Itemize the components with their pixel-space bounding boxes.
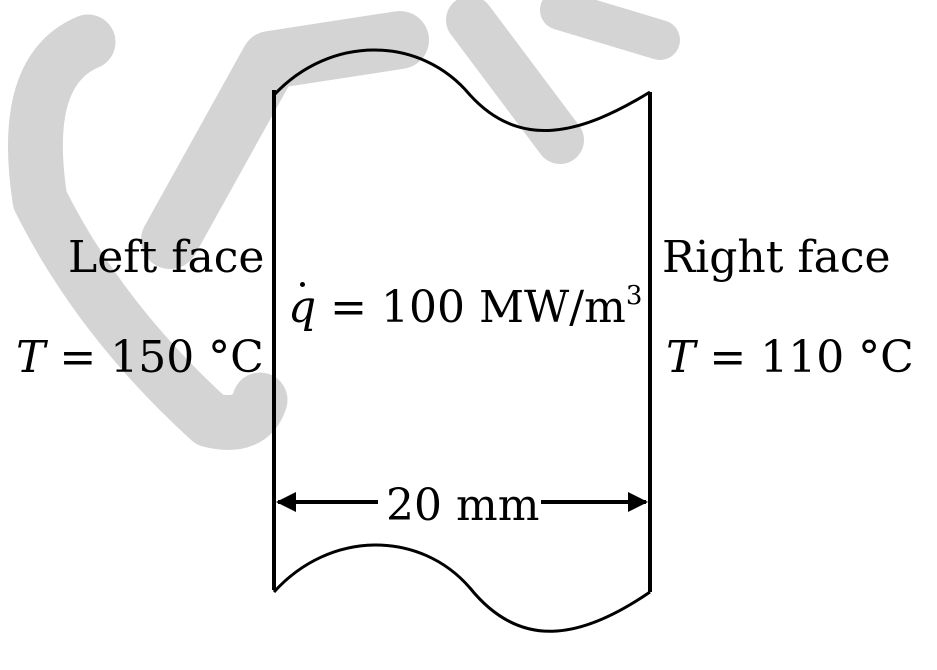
- watermark-a-right-stroke: [446, 0, 584, 164]
- heat-generation-exponent: 3: [625, 281, 643, 311]
- watermark-logo: [7, 0, 680, 450]
- right-face-title: Right face: [662, 232, 891, 283]
- left-face-title: Left face: [68, 232, 265, 283]
- heat-generation-expression: = 100 MW/m: [316, 282, 626, 333]
- bottom-break-line: [272, 543, 651, 633]
- watermark-e-stroke: [540, 0, 680, 60]
- left-face-temperature: T = 150 °C: [16, 336, 264, 380]
- watermark-g-stroke: [7, 14, 288, 450]
- right-face-temperature: T = 110 °C: [666, 336, 914, 380]
- right-temp-value: = 110 °C: [695, 332, 914, 383]
- top-break-line: [272, 48, 651, 133]
- heat-generation-symbol: q: [288, 282, 317, 333]
- left-temp-symbol: T: [16, 332, 46, 383]
- heat-generation-label: q = 100 MW/m3: [288, 282, 642, 333]
- dimension-arrowhead-left: [276, 492, 296, 512]
- right-temp-symbol: T: [666, 332, 696, 383]
- dimension-arrowhead-right: [628, 492, 648, 512]
- watermark-a-left-stroke: [141, 11, 429, 269]
- thickness-dimension-label: 20 mm: [384, 480, 542, 531]
- left-temp-value: = 150 °C: [45, 332, 264, 383]
